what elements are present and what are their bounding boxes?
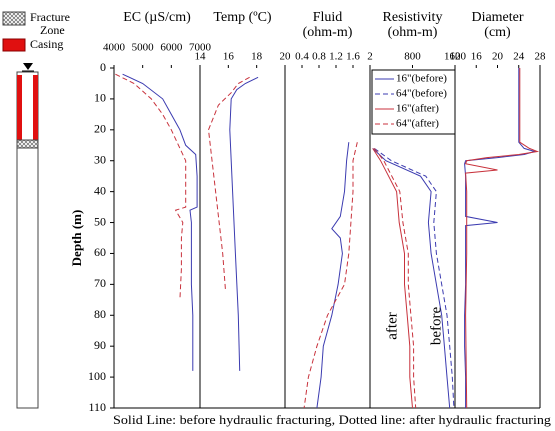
data-line	[303, 142, 358, 409]
x-tick-label: 20	[280, 51, 292, 63]
casing-label: Casing	[30, 37, 63, 51]
y-tick-label: 50	[94, 214, 106, 228]
well-legend: Fracture Zone Casing	[2, 10, 70, 52]
y-tick-label: 20	[94, 122, 106, 136]
x-tick-label: 0.8	[312, 51, 326, 63]
data-line	[316, 142, 350, 409]
data-line	[372, 148, 451, 409]
panel-title: (cm)	[484, 25, 511, 40]
well-bore	[16, 71, 39, 409]
casing-swatch	[2, 38, 26, 52]
y-tick-label: 0	[100, 60, 106, 74]
y-tick-label: 100	[88, 369, 106, 383]
fracture-zone	[16, 139, 39, 149]
legend-label: 16"(before)	[396, 73, 447, 85]
casing	[17, 75, 22, 140]
data-line	[115, 73, 187, 300]
annotation: before	[428, 307, 444, 346]
x-tick-label: 14	[195, 51, 207, 63]
panel-title: (ohm-m)	[388, 25, 438, 40]
data-line	[464, 68, 537, 408]
y-tick-label: 10	[94, 91, 106, 105]
fracture-label: Zone	[40, 23, 65, 37]
x-tick-label: 6000	[160, 42, 183, 54]
y-tick-label: 80	[94, 307, 106, 321]
panel-title: Fluid	[313, 10, 343, 25]
data-line	[207, 76, 250, 291]
data-line	[373, 148, 417, 409]
x-tick-label: 1.6	[346, 51, 360, 63]
x-tick-label: 1.2	[329, 51, 343, 63]
data-line	[374, 147, 455, 409]
panel-title: Diameter	[471, 10, 523, 25]
legend-box	[371, 69, 456, 135]
legend: 16"(before) 64"(before) 16"(after) 64"(afte…	[371, 69, 456, 135]
fracture-swatch	[2, 11, 26, 26]
x-tick-label: 16	[471, 51, 483, 63]
water-level	[23, 63, 33, 70]
y-axis-label: Depth (m)	[69, 210, 84, 267]
annotation: after	[384, 312, 400, 339]
legend-label: 16"(after)	[396, 103, 439, 115]
x-tick-label: 12	[450, 51, 461, 63]
x-tick-label: 800	[404, 51, 421, 63]
data-line	[229, 76, 259, 371]
panel-title: (ohm-m)	[303, 25, 353, 40]
well-schematic	[16, 63, 39, 409]
x-tick-label: 16	[223, 51, 235, 63]
data-line	[122, 73, 198, 371]
fracture-label: Fracture	[30, 10, 70, 24]
x-tick-label: 5000	[132, 42, 155, 54]
y-tick-label: 60	[94, 245, 106, 259]
panel-title: Resistivity	[383, 10, 443, 25]
x-tick-label: 20	[492, 51, 504, 63]
panel-title: Temp (ºC)	[213, 10, 272, 25]
x-tick-label: 1600	[444, 51, 467, 63]
footer: Solid Line: before hydraulic fracturing,…	[113, 413, 552, 427]
y-tick-label: 110	[88, 400, 106, 414]
x-tick-label: 0.4	[295, 51, 309, 63]
y-tick-label: 90	[94, 338, 106, 352]
legend-label: 64"(after)	[396, 118, 439, 130]
panel-title: EC (µS/cm)	[123, 10, 191, 25]
y-tick-label: 40	[94, 183, 106, 197]
casing	[33, 75, 38, 140]
x-tick-label: 18	[251, 51, 263, 63]
x-tick-label: 7000	[189, 42, 212, 54]
y-tick-label: 70	[94, 276, 106, 290]
x-tick-label: 24	[513, 51, 525, 63]
y-tick-label: 30	[94, 152, 106, 166]
data-line	[464, 68, 540, 409]
x-tick-label: 2	[367, 51, 373, 63]
x-tick-label: 4000	[103, 42, 126, 54]
data-line	[372, 148, 413, 409]
legend-label: 64"(before)	[396, 88, 447, 100]
x-tick-label: 28	[535, 51, 547, 63]
